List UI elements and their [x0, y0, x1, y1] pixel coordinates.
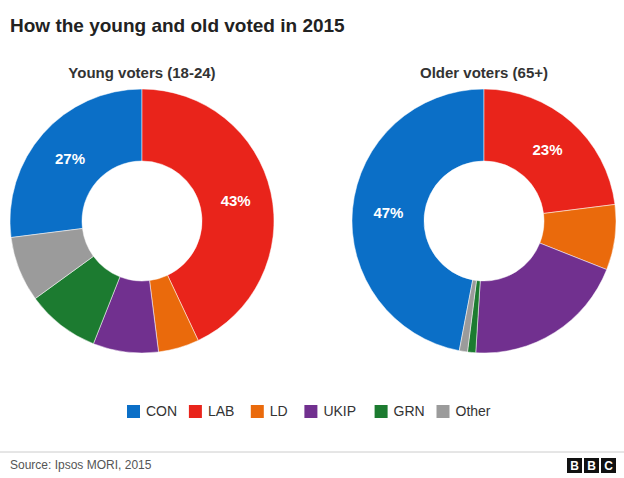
legend-label: Other: [456, 403, 491, 419]
slice: Other: [459, 280, 476, 352]
logo-text: BBC: [570, 459, 613, 473]
logo-box: [567, 458, 582, 473]
legend-swatch: [127, 405, 140, 418]
legend-label: CON: [146, 403, 177, 419]
legend-swatch: [189, 405, 202, 418]
chart-title: Young voters (18-24): [68, 64, 215, 81]
title: How the young and old voted in 2015: [10, 15, 345, 36]
chart-title: Older voters (65+): [420, 64, 548, 81]
footer-rule: [0, 452, 624, 453]
logo-box: [584, 458, 599, 473]
legend-label: LAB: [208, 403, 234, 419]
slice: CON: [352, 89, 484, 351]
data-label: 27%: [55, 150, 85, 167]
legend-label: LD: [270, 403, 288, 419]
slice: UKIP: [476, 243, 607, 353]
legend-swatch: [375, 405, 388, 418]
logo: BBC: [567, 458, 616, 473]
legend-swatch: [304, 405, 317, 418]
source: Source: Ipsos MORI, 2015: [10, 458, 152, 472]
data-label: 47%: [373, 204, 403, 221]
slice: CON: [10, 89, 142, 238]
slice: Other: [11, 229, 93, 299]
legend-label: UKIP: [323, 403, 356, 419]
legend-swatch: [251, 405, 264, 418]
legend-label: GRN: [394, 403, 425, 419]
legend-swatch: [437, 405, 450, 418]
legend: CON LAB LD UKIP GRN Other: [127, 403, 491, 419]
donut: CONLABLDUKIPGRNOther: [10, 89, 274, 353]
donut: CONLABLDUKIPGRNOther: [352, 89, 616, 353]
data-label: 43%: [221, 192, 251, 209]
chart: How the young and old voted in 2015 Young…: [0, 0, 624, 478]
slice: LAB: [484, 89, 615, 213]
data-label: 23%: [532, 141, 562, 158]
logo-box: [601, 458, 616, 473]
